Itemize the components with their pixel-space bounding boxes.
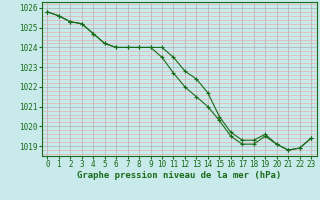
X-axis label: Graphe pression niveau de la mer (hPa): Graphe pression niveau de la mer (hPa): [77, 171, 281, 180]
